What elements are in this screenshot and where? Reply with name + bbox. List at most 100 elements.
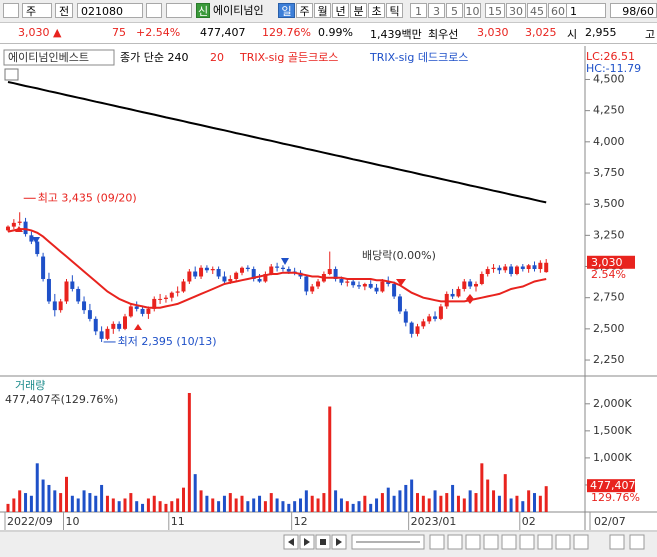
volume-bar [521,501,525,512]
period-button[interactable]: 분 [350,3,367,18]
candle-body [134,306,139,309]
candle-body [210,269,215,271]
volume-bar [451,484,455,512]
candle-body [474,283,478,287]
volume-bar [462,498,466,512]
interval-button[interactable]: 45 [527,3,547,18]
candle-body [199,267,204,277]
interval-button[interactable]: 10 [464,3,481,18]
volume-bar [299,498,302,512]
volume-bar [334,490,338,512]
grid-icon[interactable] [4,68,19,81]
interval-button[interactable]: 15 [485,3,505,18]
volume-bar [76,498,80,512]
volume-bar [252,498,256,512]
candle-body [345,281,350,283]
candle-body [123,316,127,329]
x-tick-label: 02 [522,515,536,528]
candle-body [193,271,198,277]
candle-body [468,281,473,287]
quote-bar: 3,030 ▲ 75 +2.54% 477,407 129.76% 0.99% … [0,23,657,44]
ask: 3,030 [477,26,509,39]
candle-body [374,287,379,292]
candle-body [140,308,145,314]
best-label: 최우선 [428,28,459,41]
interval-button[interactable]: 60 [548,3,568,18]
volume-bar [480,463,484,512]
candle-body [46,278,51,302]
period-button[interactable]: 월 [314,3,331,18]
period-button[interactable]: 일 [278,3,295,18]
interval-button[interactable]: 30 [506,3,526,18]
period-button[interactable]: 틱 [386,3,403,18]
volume-bar [351,503,355,512]
volume-bar [41,479,45,512]
y-tick-label: 4,250 [593,104,625,117]
volume-bar [187,392,191,512]
code-input[interactable]: 021080 [77,3,143,18]
candle-body [228,278,233,282]
volume-bar [345,501,349,512]
stock-name: 에이티넘인 [213,4,264,17]
volume-bar [111,498,115,512]
volume-bar [70,495,74,512]
volume-bar [357,501,361,512]
volume-bar [515,495,519,512]
annotation: 배당락(0.00%) [362,249,436,262]
volume-bar [339,498,343,512]
candle-body [526,265,531,270]
volume-bar [65,476,68,512]
volume-bar [427,498,431,512]
interval-button[interactable]: 1 [410,3,427,18]
scroll-controls[interactable] [283,534,645,550]
candle-body [187,271,192,282]
candle-body [158,298,163,300]
candle-body [280,267,285,270]
volume-bar [176,498,180,512]
ratio-box[interactable]: 98/60 [610,3,657,18]
y-tick-label: 2,000K [593,397,632,410]
mode-select[interactable]: 전 [55,3,73,18]
candle-body [29,235,34,242]
legend-entry: 종가 단순 240 [120,51,188,64]
candle-body [240,267,244,273]
candle-body [532,265,537,270]
sound-button[interactable] [166,3,192,18]
candle-body [234,272,239,279]
volume-bar [263,501,267,512]
y-tick-label: 2,500 [593,322,625,335]
menu-icon[interactable] [3,3,19,18]
new-badge: 신 [196,3,210,18]
market-select[interactable]: 주 [22,3,52,18]
volume-bar [293,501,297,512]
candle-body [397,296,402,312]
volume-bar [445,493,449,512]
volume-bar [234,498,238,512]
volume-bar [53,490,57,512]
count-select[interactable]: 1 [566,3,606,18]
volume-bar [456,495,460,512]
candle-body [450,293,455,297]
candle-body [380,281,385,292]
volume-bar [404,484,408,512]
candle-body [339,278,344,283]
signal-arrows [15,226,474,330]
volume-bar [211,498,215,512]
candle-body [479,273,484,284]
interval-button[interactable]: 3 [428,3,445,18]
change: 75 [112,26,126,39]
search-button[interactable] [146,3,162,18]
period-button[interactable]: 초 [368,3,385,18]
bid: 3,025 [525,26,557,39]
period-button[interactable]: 년 [332,3,349,18]
lc-label: LC:26.51 [586,50,635,63]
open-label: 시 [567,28,578,41]
volume-bar [146,498,150,512]
volume-bar [486,479,490,512]
volume-bar [240,495,244,512]
interval-button[interactable]: 5 [446,3,463,18]
candle-body [105,328,110,339]
period-button[interactable]: 주 [296,3,313,18]
candle-body [362,283,367,287]
candle-body [146,308,151,314]
